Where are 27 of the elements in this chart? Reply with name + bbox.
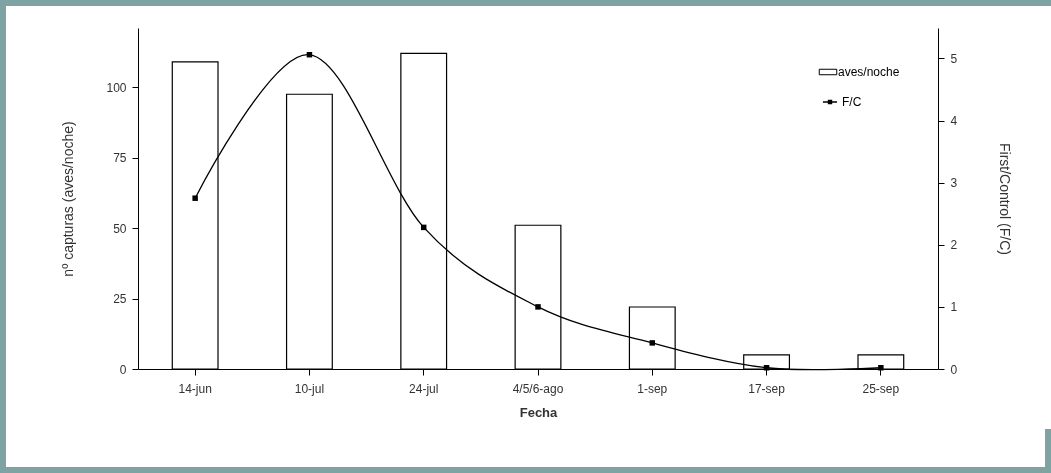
x-tick-label: 1-sep	[637, 381, 668, 396]
y2-tick-label: 2	[950, 238, 958, 253]
y-axis-title: nº capturas (aves/noche)	[60, 121, 77, 277]
y-tick-label: 100	[106, 80, 127, 95]
x-tick-label: 14-jun	[178, 381, 212, 396]
y-tick-label: 25	[113, 292, 127, 307]
x-axis-title: Fecha	[519, 404, 559, 420]
legend-label: aves/noche	[838, 65, 900, 79]
y-tick-label: 0	[119, 362, 127, 377]
y2-tick-label: 3	[950, 176, 958, 191]
point	[535, 304, 541, 310]
point	[649, 340, 656, 346]
y2-tick-label: 1	[950, 300, 958, 315]
x-tick-label: 25-sep	[862, 381, 900, 396]
y2-axis-title: First/Control (F/C)	[997, 143, 1014, 255]
y2-tick-label: 0	[950, 362, 958, 377]
y-tick-label: 50	[113, 221, 127, 236]
x-tick-label: 17-sep	[748, 381, 786, 396]
point	[878, 365, 884, 371]
y-tick-label: 75	[113, 151, 127, 166]
y2-tick-label: 4	[950, 114, 958, 129]
y2-tick-label: 5	[950, 51, 958, 66]
legend-label: F/C	[842, 95, 862, 109]
x-tick-label: 10-jul	[294, 381, 325, 396]
x-tick-label: 4/5/6-ago	[512, 381, 564, 396]
point	[192, 195, 198, 201]
x-tick-label: 24-jul	[409, 381, 439, 396]
